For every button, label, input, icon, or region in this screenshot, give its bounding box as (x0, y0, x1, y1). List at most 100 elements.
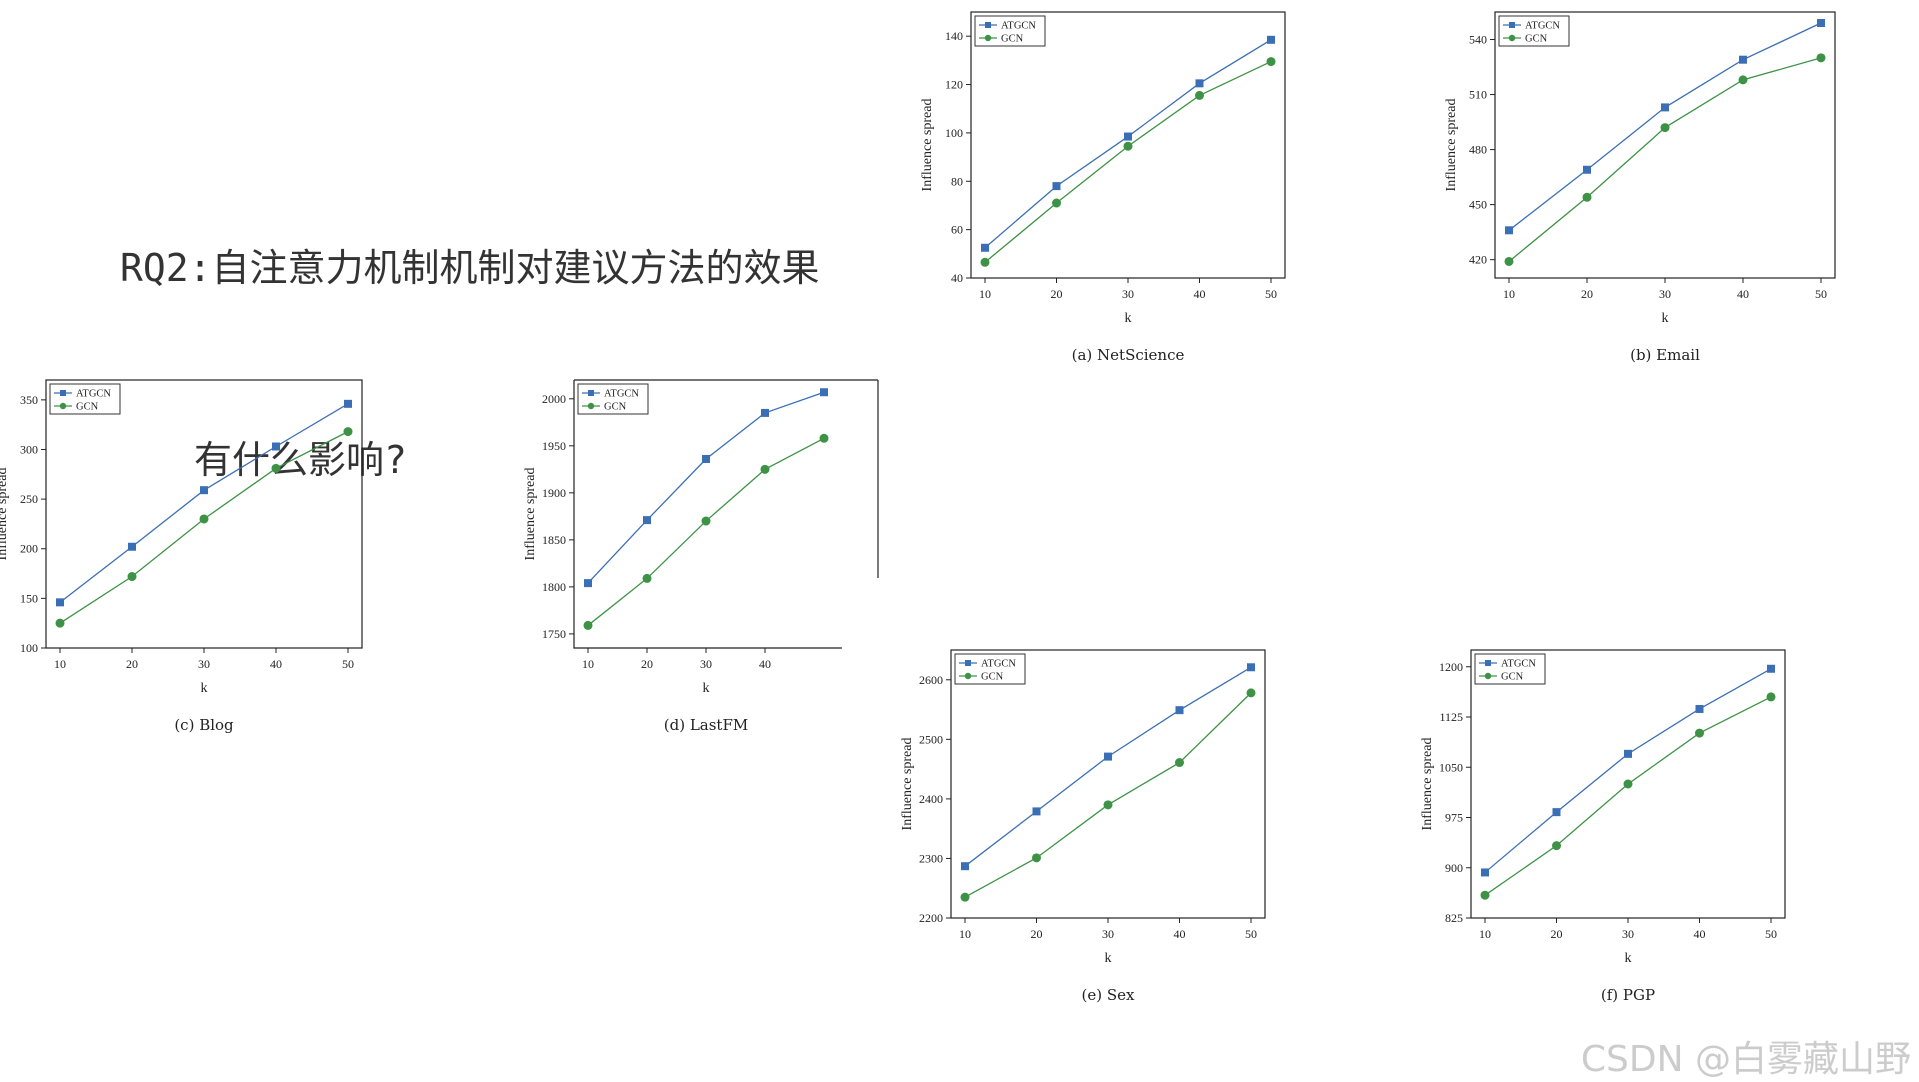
chart-lastfm-ytick-label-5: 2000 (542, 392, 566, 406)
chart-blog-series-0-line (59, 403, 349, 603)
chart-lastfm-ytick-label-1: 1800 (542, 580, 566, 594)
chart-email-series-1-point-2 (1660, 123, 1670, 133)
chart-email-series-0-point-1 (1583, 165, 1591, 174)
chart-email-frame (1494, 11, 1836, 279)
chart-lastfm-legend-marker-1 (587, 402, 595, 410)
chart-sex-frame (950, 649, 1266, 919)
chart-pgp-xtick-label-1: 20 (1551, 927, 1563, 941)
chart-pgp-series-0-point-3 (1695, 704, 1704, 713)
chart-email-ytick-label-2: 480 (1469, 143, 1487, 157)
chart-sex-series-1-point-2 (1103, 800, 1113, 810)
chart-netscience-ytick-label-3: 100 (945, 126, 963, 140)
chart-netscience-legend-label-0: ATGCN (1001, 21, 1036, 32)
chart-blog-xtick-label-3: 40 (270, 657, 282, 671)
chart-pgp-xtick-label-2: 30 (1622, 927, 1634, 941)
chart-netscience-xtick-label-2: 30 (1122, 287, 1134, 301)
chart-sex-xtick-label-0: 10 (959, 927, 971, 941)
chart-sex-caption: (e) Sex (1082, 986, 1136, 1004)
chart-blog-series-1-point-4 (343, 427, 353, 437)
chart-sex-legend-label-0: ATGCN (981, 659, 1016, 670)
chart-lastfm-xtick-label-3: 40 (759, 657, 771, 671)
chart-netscience-series-0-point-1 (1052, 182, 1061, 191)
chart-sex-ylabel: Influence spread (900, 738, 915, 831)
chart-blog-series-0-point-4 (344, 399, 352, 408)
chart-blog-ytick-label-4: 300 (20, 442, 38, 456)
chart-pgp-ylabel: Influence spread (1420, 738, 1435, 831)
chart-blog-series-0-point-1 (128, 542, 136, 551)
chart-sex-series-1-point-3 (1175, 758, 1184, 768)
chart-lastfm-ytick-label-0: 1750 (542, 627, 566, 641)
chart-pgp-series-1-point-4 (1766, 692, 1776, 702)
chart-blog-series-1-point-2 (199, 514, 209, 524)
chart-lastfm-xtick-label-1: 20 (641, 657, 653, 671)
chart-sex-series-0-point-4 (1247, 663, 1255, 672)
chart-email-legend-marker-0 (1509, 22, 1515, 28)
chart-lastfm-series-1-point-0 (583, 620, 593, 630)
chart-email-series-1-line (1508, 57, 1822, 262)
chart-blog-series-0-point-3 (272, 442, 280, 451)
chart-email-xtick-label-0: 10 (1503, 287, 1515, 301)
chart-pgp-series-1-point-3 (1695, 728, 1704, 738)
chart-sex-series-1-line (964, 692, 1252, 898)
chart-lastfm-series-1-point-4 (819, 433, 829, 443)
chart-netscience-series-0-point-4 (1267, 35, 1275, 44)
chart-netscience-series-1-point-1 (1052, 198, 1061, 208)
chart-blog-legend-marker-0 (60, 390, 66, 396)
chart-email-legend-label-1: GCN (1525, 34, 1548, 45)
chart-sex-legend-marker-1 (964, 672, 972, 680)
slide-title: RQ2:自注意力机制机制对建议方法的效果 有什么影响? (120, 108, 820, 556)
chart-blog-series-1-point-0 (55, 618, 65, 628)
chart-pgp-legend-label-0: ATGCN (1501, 659, 1536, 670)
chart-netscience-ytick-label-1: 60 (951, 223, 963, 237)
chart-netscience-series-1-point-4 (1266, 57, 1276, 67)
chart-email-series-1-point-1 (1582, 192, 1592, 202)
chart-lastfm-ytick-label-2: 1850 (542, 533, 566, 547)
chart-blog-ylabel: Influence spread (0, 468, 10, 561)
chart-blog-series-1-line (59, 431, 349, 624)
chart-blog-series-1-point-1 (127, 572, 137, 582)
chart-sex-ytick-label-4: 2600 (919, 673, 943, 687)
chart-blog-legend-label-1: GCN (76, 402, 99, 413)
chart-pgp-caption: (f) PGP (1601, 986, 1655, 1004)
chart-blog-ytick-label-3: 250 (20, 492, 38, 506)
chart-sex-ytick-label-1: 2300 (919, 851, 943, 865)
chart-lastfm-xlabel: k (703, 681, 710, 696)
chart-netscience-caption: (a) NetScience (1072, 346, 1185, 364)
chart-blog-frame (45, 379, 363, 649)
chart-blog-ytick-label-5: 350 (20, 393, 38, 407)
chart-email-xtick-label-2: 30 (1659, 287, 1671, 301)
chart-sex-xtick-label-1: 20 (1031, 927, 1043, 941)
chart-pgp-series-0-point-2 (1624, 749, 1632, 758)
chart-netscience-legend-label-1: GCN (1001, 34, 1024, 45)
chart-pgp-ytick-label-3: 1050 (1439, 760, 1463, 774)
chart-pgp-xtick-label-3: 40 (1694, 927, 1706, 941)
chart-email-ytick-label-1: 450 (1469, 198, 1487, 212)
chart-blog: 100 150 200 250 300 350 10 20 30 40 50 k Influence s… (0, 379, 363, 734)
chart-sex-series-0-point-0 (961, 862, 969, 871)
chart-sex-series-0-point-1 (1032, 807, 1041, 816)
chart-netscience: 40 60 80 100 120 140 10 20 30 40 50 k Influence spre… (920, 11, 1286, 364)
chart-netscience-series-0-point-2 (1124, 132, 1132, 141)
chart-lastfm-legend-label-0: ATGCN (604, 389, 639, 400)
slide-title-line-1: RQ2:自注意力机制机制对建议方法的效果 (120, 246, 820, 290)
chart-pgp-ytick-label-4: 1125 (1439, 710, 1463, 724)
chart-email-xtick-label-3: 40 (1737, 287, 1749, 301)
chart-pgp-legend-label-1: GCN (1501, 672, 1524, 683)
chart-sex-ytick-label-2: 2400 (919, 792, 943, 806)
chart-lastfm-legend (577, 383, 649, 415)
chart-blog-legend-marker-1 (59, 402, 67, 410)
chart-email-series-1-point-4 (1816, 53, 1826, 63)
chart-lastfm-series-1-point-3 (760, 464, 770, 474)
chart-lastfm-ylabel: Influence spread (523, 468, 538, 561)
chart-email-ytick-label-0: 420 (1469, 253, 1487, 267)
chart-email-legend (1498, 15, 1570, 47)
chart-pgp-series-1-point-1 (1552, 841, 1561, 851)
chart-netscience-ytick-label-0: 40 (951, 271, 963, 285)
chart-blog-series-0-point-0 (56, 598, 64, 607)
chart-blog-caption: (c) Blog (174, 716, 234, 734)
chart-blog-series-1-point-3 (271, 463, 281, 473)
chart-blog-legend-label-0: ATGCN (76, 389, 111, 400)
csdn-watermark: CSDN @白雾藏山野 (1580, 1039, 1911, 1080)
chart-lastfm-ytick-label-4: 1950 (542, 439, 566, 453)
chart-email-ytick-label-4: 540 (1469, 33, 1487, 47)
